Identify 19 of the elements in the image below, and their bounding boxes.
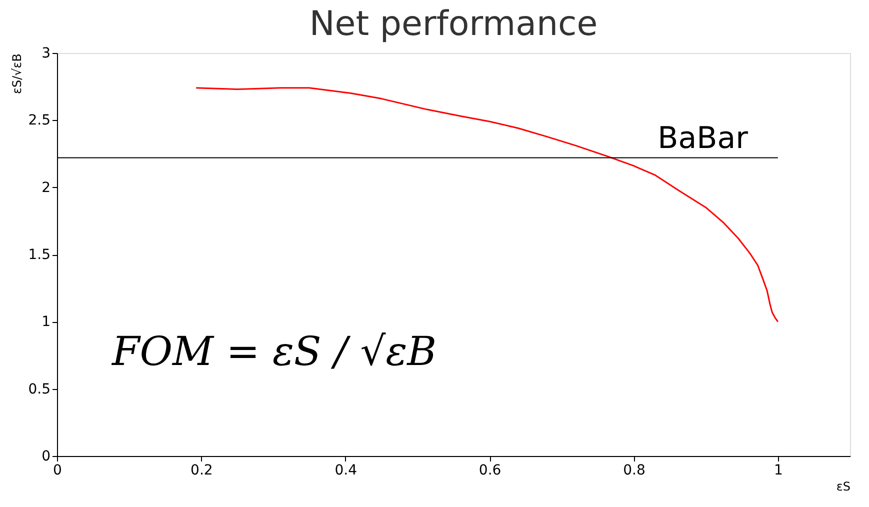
y-tick-label: 2.5 bbox=[28, 112, 50, 129]
x-tick-label: 1 bbox=[774, 462, 783, 478]
x-tick-label: 0.8 bbox=[623, 462, 646, 478]
y-tick-label: 1 bbox=[42, 314, 50, 330]
chart-title: Net performance bbox=[309, 4, 598, 44]
y-tick-label: 0 bbox=[42, 448, 50, 464]
x-axis-title: εS bbox=[836, 480, 850, 494]
y-tick-label: 1.5 bbox=[28, 247, 50, 263]
ref-line-label: BaBar bbox=[658, 120, 749, 156]
x-tick-label: 0.6 bbox=[478, 462, 502, 478]
x-tick-label: 0.2 bbox=[190, 462, 213, 478]
y-axis-title: εS/√εB bbox=[10, 54, 24, 94]
y-tick-label: 0.5 bbox=[28, 381, 50, 398]
x-tick-label: 0 bbox=[53, 462, 62, 478]
y-tick-label: 2 bbox=[42, 180, 50, 196]
annotation: FOM = εS / √εB bbox=[111, 329, 437, 375]
y-tick-label: 3 bbox=[42, 46, 50, 62]
x-tick-label: 0.4 bbox=[334, 462, 358, 478]
line-series bbox=[195, 87, 779, 322]
